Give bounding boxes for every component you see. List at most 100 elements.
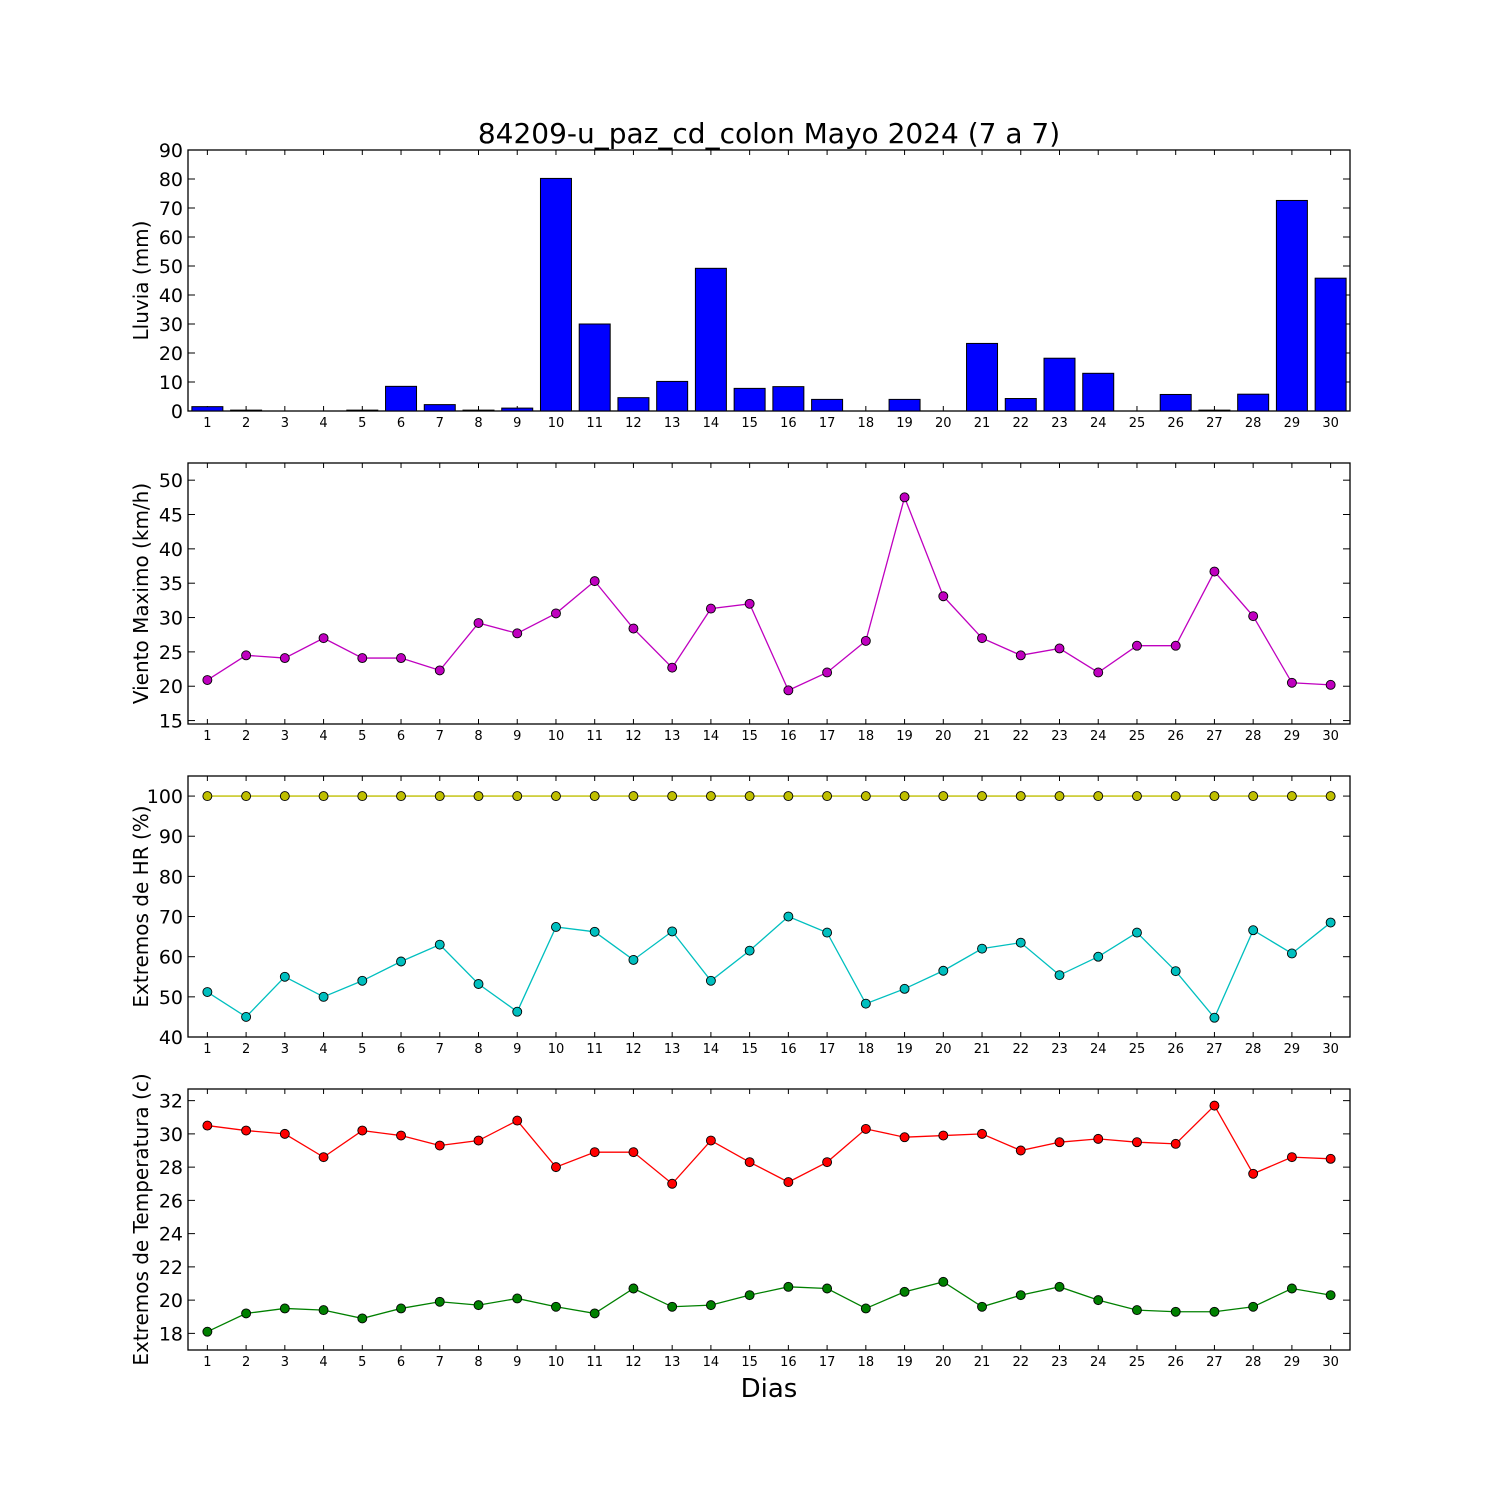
y-tick-label: 35 <box>159 573 183 595</box>
y-tick-label: 70 <box>159 907 183 929</box>
x-tick-label: 5 <box>358 1355 366 1370</box>
x-tick-label: 12 <box>625 1355 642 1370</box>
data-point <box>977 943 987 954</box>
bar <box>888 398 921 412</box>
data-point <box>551 1301 561 1312</box>
data-point <box>899 1132 910 1143</box>
data-point <box>396 791 406 802</box>
x-tick-label: 29 <box>1284 1042 1301 1057</box>
data-point <box>589 926 600 937</box>
x-tick-label: 7 <box>436 729 444 744</box>
x-tick-label: 28 <box>1245 729 1262 744</box>
x-tick-label: 6 <box>397 729 405 744</box>
data-point <box>977 633 987 644</box>
x-tick-label: 22 <box>1012 729 1029 744</box>
data-point <box>822 667 833 678</box>
x-tick-label: 26 <box>1167 416 1184 431</box>
data-point <box>551 1162 561 1173</box>
data-point <box>1170 640 1181 651</box>
data-point <box>1015 791 1026 802</box>
bar <box>539 177 572 412</box>
x-tick-label: 7 <box>436 416 444 431</box>
bar <box>346 409 379 412</box>
x-tick-label: 27 <box>1206 729 1223 744</box>
y-axis-label: Extremos de HR (%) <box>129 805 153 1007</box>
data-point <box>822 927 833 938</box>
bar <box>191 406 224 412</box>
data-point <box>434 1296 445 1307</box>
x-tick-label: 16 <box>780 729 797 744</box>
x-tick-label: 10 <box>548 1355 565 1370</box>
data-point <box>899 492 910 503</box>
data-point <box>241 1011 252 1022</box>
data-point <box>434 665 445 676</box>
x-tick-label: 30 <box>1322 416 1339 431</box>
x-tick-label: 28 <box>1245 416 1262 431</box>
y-tick-label: 32 <box>159 1091 183 1113</box>
y-tick-label: 40 <box>159 1027 183 1049</box>
x-tick-label: 8 <box>474 1042 482 1057</box>
bar <box>1314 277 1347 412</box>
data-point <box>860 1123 871 1134</box>
data-point <box>705 791 716 802</box>
bar <box>966 342 999 412</box>
y-tick-label: 40 <box>159 539 183 561</box>
data-point <box>551 922 561 932</box>
data-point <box>1093 1295 1104 1306</box>
plot-frame <box>187 775 1351 1038</box>
data-point <box>241 1308 252 1319</box>
x-tick-label: 29 <box>1284 416 1301 431</box>
x-tick-label: 3 <box>281 416 289 431</box>
bar <box>1082 372 1115 412</box>
series-line-1 <box>207 1104 1331 1185</box>
data-point <box>1286 1283 1297 1294</box>
y-tick-label: 26 <box>159 1190 183 1212</box>
x-tick-label: 23 <box>1051 729 1068 744</box>
x-tick-label: 19 <box>896 1042 913 1057</box>
x-tick-label: 11 <box>586 416 603 431</box>
x-tick-label: 1 <box>203 1042 211 1057</box>
x-tick-label: 10 <box>548 1042 565 1057</box>
x-tick-label: 15 <box>741 1355 758 1370</box>
data-point <box>1248 791 1259 802</box>
x-tick-label: 30 <box>1322 1355 1339 1370</box>
x-tick-label: 12 <box>625 1042 642 1057</box>
x-tick-label: 1 <box>203 416 211 431</box>
y-tick-label: 80 <box>159 866 183 888</box>
data-point <box>1248 1168 1259 1179</box>
x-tick-label: 12 <box>625 416 642 431</box>
x-tick-label: 24 <box>1090 1042 1107 1057</box>
y-axis-label: Extremos de Temperatura (c) <box>129 1073 153 1365</box>
data-point <box>1286 948 1297 959</box>
data-point <box>1093 1133 1104 1144</box>
data-point <box>938 1130 949 1141</box>
data-point <box>279 971 290 982</box>
y-tick-label: 80 <box>159 169 183 191</box>
x-tick-label: 29 <box>1284 1355 1301 1370</box>
x-tick-label: 30 <box>1322 1042 1339 1057</box>
y-tick-label: 30 <box>159 608 183 630</box>
x-tick-label: 20 <box>935 416 952 431</box>
data-point <box>318 1152 329 1163</box>
y-tick-label: 20 <box>159 343 183 365</box>
y-tick-label: 18 <box>159 1323 183 1345</box>
data-point <box>783 685 794 696</box>
x-tick-label: 9 <box>513 729 521 744</box>
data-point <box>744 598 755 609</box>
y-axis-label: Viento Maximo (km/h) <box>129 483 153 704</box>
data-point <box>473 618 484 628</box>
x-tick-label: 15 <box>741 416 758 431</box>
data-point <box>1325 791 1336 802</box>
x-tick-label: 3 <box>281 729 289 744</box>
x-tick-label: 11 <box>586 729 603 744</box>
x-tick-label: 16 <box>780 1042 797 1057</box>
data-point <box>705 975 716 986</box>
bar <box>385 385 418 412</box>
y-tick-label: 30 <box>159 314 183 336</box>
data-point <box>1325 1153 1336 1164</box>
